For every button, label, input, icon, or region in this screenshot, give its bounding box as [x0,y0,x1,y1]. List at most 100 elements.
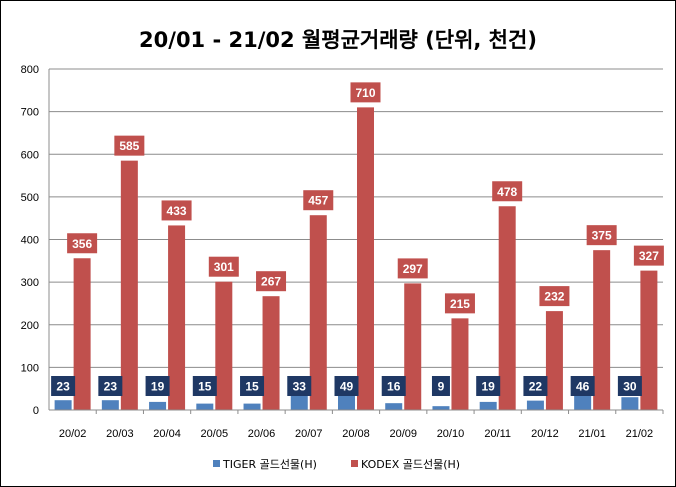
x-tick-label: 21/02 [626,428,654,440]
data-label-kodex: 232 [544,290,564,304]
chart-title: 20/01 - 21/02 월평균거래량 (단위, 천건) [139,28,537,52]
bar-tiger [243,403,261,410]
y-tick-label: 100 [21,362,39,374]
y-tick-label: 600 [21,149,39,161]
data-label-bg-kodex [492,181,523,202]
y-tick-label: 300 [21,277,39,289]
data-label-kodex: 710 [355,86,375,100]
data-label-tiger: 19 [151,380,165,394]
legend-swatch-kodex [351,460,358,467]
data-label-kodex: 327 [639,249,659,263]
bar-tiger [54,400,72,410]
bar-tiger [432,406,450,410]
bar-tiger [149,401,167,410]
data-label-kodex: 375 [592,229,612,243]
bar-kodex [309,215,327,410]
data-label-tiger: 19 [482,380,496,394]
x-tick-label: 20/02 [59,428,87,440]
data-label-bg-tiger [381,376,406,396]
data-label-bg-kodex [256,271,287,292]
y-tick-label: 0 [33,405,39,417]
data-label-bg-kodex [633,245,664,266]
bar-tiger [385,403,403,410]
bar-kodex [215,281,233,410]
x-tick-label: 21/01 [578,428,606,440]
bar-tiger [621,397,639,410]
data-label-bg-tiger [287,376,312,396]
data-label-bg-tiger [98,376,123,396]
y-tick-label: 400 [21,235,39,247]
y-tick-label: 700 [21,107,39,119]
bar-kodex [168,225,186,410]
data-label-tiger: 23 [56,380,70,394]
bar-tiger [526,400,544,410]
data-label-bg-kodex [161,200,192,221]
y-tick-label: 800 [21,64,39,76]
bar-kodex [357,107,374,411]
data-label-tiger: 15 [245,380,259,394]
bar-tiger [290,395,308,410]
data-label-bg-kodex [397,258,428,279]
data-label-bg-kodex [586,225,617,246]
data-label-kodex: 297 [403,262,423,276]
data-label-kodex: 267 [261,275,281,289]
x-tick-label: 20/11 [484,428,511,440]
bar-kodex [593,250,611,410]
bars [54,107,658,411]
data-label-bg-kodex [444,293,475,314]
data-label-bg-tiger [192,376,217,396]
data-label-tiger: 30 [623,380,637,394]
data-label-bg-tiger [334,376,359,396]
data-label-bg-tiger [51,376,76,396]
bar-kodex [262,296,280,410]
gridlines [49,68,663,368]
bar-kodex [545,311,563,410]
x-tick-label: 20/03 [106,428,134,440]
y-tick-label: 500 [21,192,39,204]
data-label-tiger: 22 [529,380,543,394]
data-label-kodex: 478 [497,185,517,199]
data-label-bg-tiger [617,376,642,396]
data-label-bg-kodex [114,135,145,156]
bar-kodex [404,283,422,410]
data-label-bg-tiger [476,376,501,396]
data-label-bg-kodex [67,233,98,254]
data-label-kodex: 356 [72,237,92,251]
x-tick-label: 20/04 [153,428,181,440]
data-label-tiger: 46 [576,380,590,394]
bar-kodex [73,258,91,410]
x-tick-label: 20/10 [437,428,465,440]
data-labels: 23 356 23 585 19 433 15 301 15 267 33 457 49 710 16 297… [51,82,664,396]
x-tick-label: 20/06 [248,428,276,440]
data-label-tiger: 16 [387,380,401,394]
data-label-kodex: 585 [119,139,139,153]
y-axis: 0 100 200 300 400 500 600 700 800 [21,64,50,417]
bar-tiger [196,403,214,410]
y-tick-label: 200 [21,320,39,332]
data-label-kodex: 301 [214,260,234,274]
data-label-bg-tiger [240,376,265,396]
bar-tiger [479,401,497,410]
bar-kodex [640,270,658,410]
data-label-bg-kodex [350,82,381,103]
legend-label-tiger: TIGER 골드선물(H) [222,458,317,471]
data-label-tiger: 9 [438,380,445,394]
x-tick-label: 20/12 [531,428,559,440]
x-axis: 20/02 20/03 20/04 20/05 20/06 20/07 20/08 20/09… [49,409,664,440]
x-tick-label: 20/08 [342,428,370,440]
data-label-tiger: 23 [104,380,118,394]
bar-tiger [101,400,119,410]
data-label-kodex: 215 [450,297,470,311]
data-label-bg-tiger [570,376,595,396]
data-label-bg-kodex [303,190,334,211]
bar-kodex [451,318,469,410]
data-label-bg-tiger [145,376,170,396]
x-tick-label: 20/07 [295,428,323,440]
data-label-bg-tiger [431,376,450,396]
legend-label-kodex: KODEX 골드선물(H) [361,458,460,471]
data-label-kodex: 433 [167,204,187,218]
data-label-tiger: 33 [293,380,307,394]
bar-kodex [498,206,516,410]
